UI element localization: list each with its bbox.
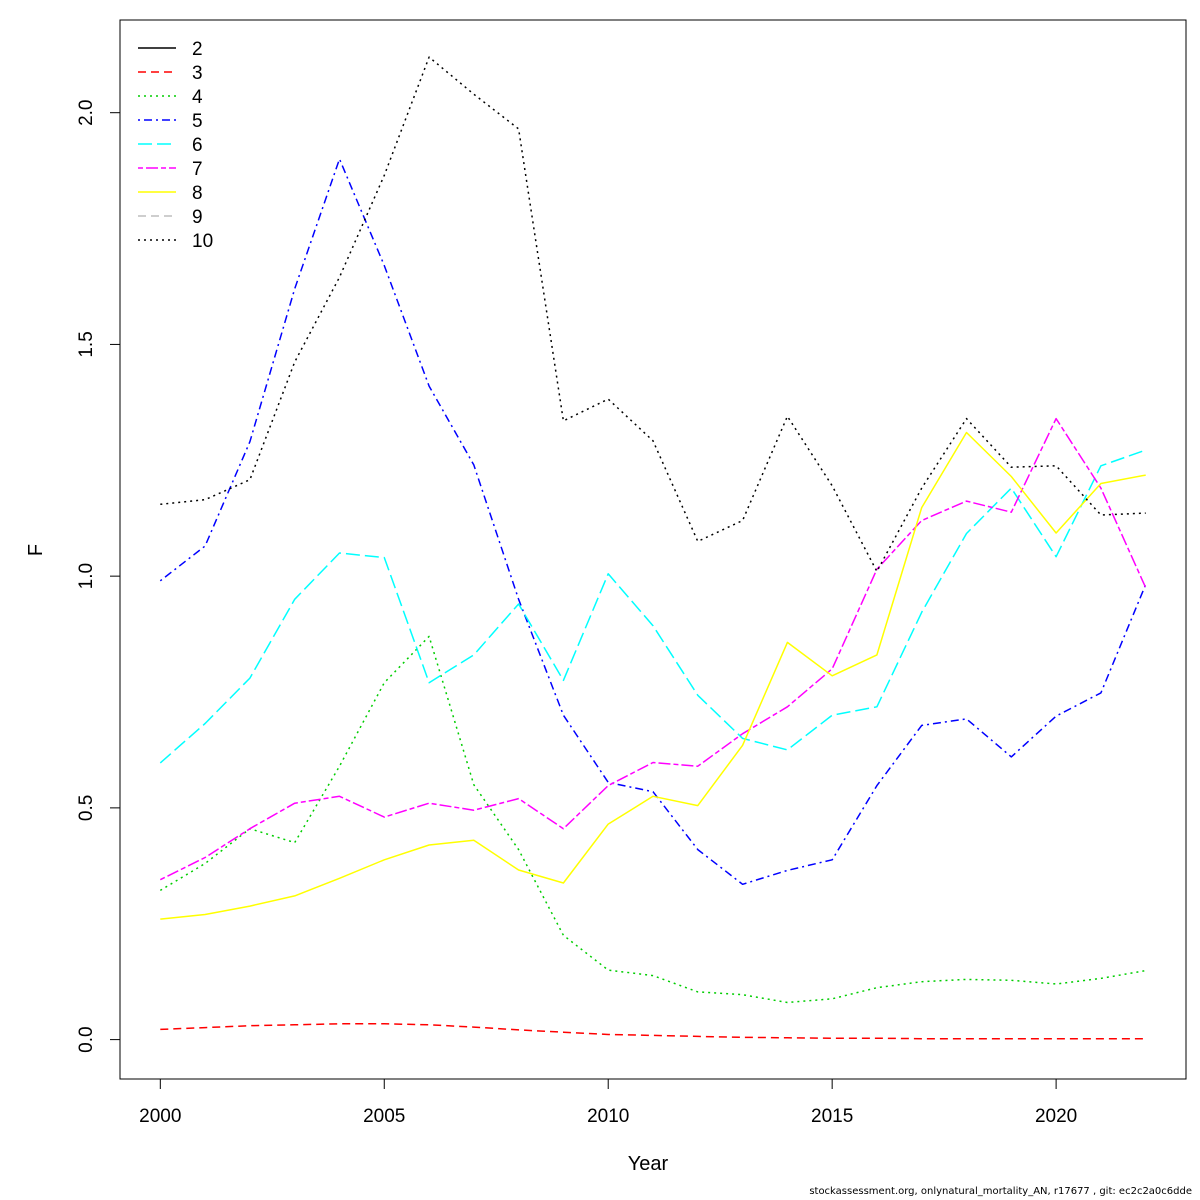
x-tick-label: 2020	[1035, 1106, 1077, 1127]
series-line-8	[160, 431, 1146, 920]
legend: 2 3 4 5 6 7 8 9 10	[138, 39, 213, 252]
series-layer	[159, 56, 1147, 1040]
y-tick-label: 0.5	[76, 795, 97, 821]
y-tick-label: 1.5	[76, 331, 97, 357]
series-line-6	[159, 449, 1146, 764]
y-tick-label: 2.0	[76, 99, 97, 125]
legend-label-9: 9	[192, 207, 203, 228]
legend-label-3: 3	[192, 63, 203, 84]
series-line-4	[159, 635, 1146, 1004]
legend-label-6: 6	[192, 135, 203, 156]
x-tick-label: 2015	[811, 1106, 853, 1127]
x-axis: 2000 2005 2010 2015 2020	[139, 1078, 1077, 1127]
x-axis-label: Year	[628, 1153, 669, 1175]
series-line-5	[159, 158, 1147, 886]
legend-label-2: 2	[192, 39, 203, 60]
legend-label-10: 10	[192, 231, 213, 252]
legend-label-7: 7	[192, 159, 203, 180]
legend-label-8: 8	[192, 183, 203, 204]
y-axis-label: F	[25, 544, 47, 556]
x-tick-label: 2005	[363, 1106, 405, 1127]
x-tick-label: 2000	[139, 1106, 181, 1127]
y-tick-label: 1.0	[76, 563, 97, 589]
y-axis: 0.0 0.5 1.0 1.5 2.0	[76, 99, 121, 1053]
legend-label-4: 4	[192, 87, 203, 108]
series-line-10	[160, 56, 1146, 573]
plot-frame	[119, 19, 1187, 1080]
y-tick-label: 0.0	[76, 1026, 97, 1052]
legend-label-5: 5	[192, 111, 203, 132]
series-line-7	[159, 417, 1147, 881]
footer-caption: stockassessment.org, onlynatural_mortali…	[809, 1186, 1192, 1197]
series-line-3	[160, 1023, 1146, 1040]
x-tick-label: 2010	[587, 1106, 629, 1127]
